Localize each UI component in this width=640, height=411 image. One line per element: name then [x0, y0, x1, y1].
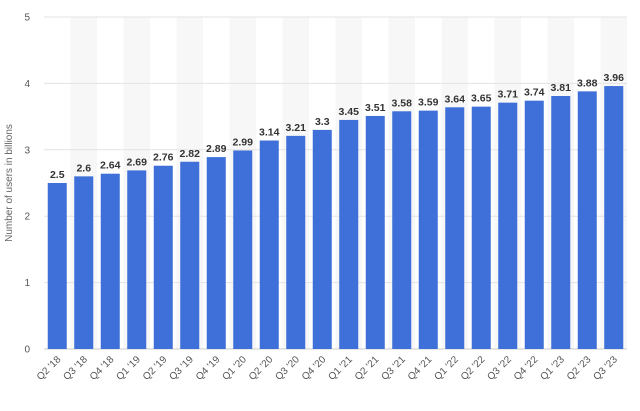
data-label: 2.89 — [206, 143, 227, 155]
data-label: 3.65 — [471, 93, 492, 105]
x-tick-label: Q4 '19 — [194, 354, 223, 383]
bar — [74, 176, 94, 349]
data-label: 3.74 — [524, 87, 545, 99]
data-label: 3.21 — [286, 122, 307, 134]
data-label: 3.51 — [365, 102, 386, 114]
bar — [233, 150, 253, 349]
x-tick-label: Q3 '21 — [379, 354, 408, 383]
data-label: 3.59 — [418, 97, 439, 109]
data-label: 2.69 — [127, 156, 148, 168]
x-tick-label: Q2 '18 — [35, 354, 64, 383]
y-axis-ticks: 0 1 2 3 4 5 — [24, 13, 30, 356]
x-tick-label: Q3 '19 — [167, 354, 196, 383]
x-tick-label: Q2 '19 — [141, 354, 170, 383]
data-label: 3.88 — [577, 77, 598, 89]
data-label: 2.82 — [180, 148, 201, 160]
x-tick-label: Q1 '23 — [538, 354, 567, 383]
x-tick-label: Q3 '20 — [273, 354, 302, 383]
x-tick-label: Q1 '19 — [114, 354, 143, 383]
bar — [47, 183, 67, 349]
bar — [153, 165, 173, 349]
x-tick-label: Q4 '20 — [300, 354, 329, 383]
bar — [524, 100, 544, 349]
y-tick-label: 4 — [24, 79, 30, 90]
x-tick-label: Q2 '22 — [459, 354, 488, 383]
bar — [206, 157, 226, 349]
bar — [365, 115, 385, 349]
bar — [445, 107, 465, 349]
data-label: 3.45 — [339, 106, 360, 118]
y-tick-label: 2 — [24, 212, 30, 223]
data-label: 2.64 — [100, 160, 121, 172]
data-label: 3.64 — [445, 93, 466, 105]
bar — [418, 110, 438, 350]
y-tick-label: 1 — [24, 278, 30, 289]
y-tick-label: 5 — [24, 13, 30, 24]
bar — [127, 170, 147, 349]
x-tick-label: Q3 '23 — [591, 354, 620, 383]
data-label: 3.58 — [392, 97, 413, 109]
x-tick-label: Q3 '18 — [61, 354, 90, 383]
data-label: 2.99 — [233, 136, 254, 148]
data-labels: 2.5 2.6 2.64 2.69 2.76 2.82 2.89 2.99 3.14 3.21 3.… — [50, 72, 624, 181]
x-tick-label: Q1 '22 — [432, 354, 461, 383]
data-label: 2.5 — [50, 169, 65, 181]
data-label: 2.6 — [76, 162, 91, 174]
data-label: 2.76 — [153, 152, 174, 164]
x-tick-label: Q4 '22 — [512, 354, 541, 383]
bar — [312, 129, 332, 349]
x-tick-label: Q2 '23 — [565, 354, 594, 383]
x-tick-label: Q2 '21 — [353, 354, 382, 383]
x-tick-label: Q3 '22 — [485, 354, 514, 383]
bar — [471, 106, 491, 349]
bar — [551, 96, 571, 350]
data-label: 3.96 — [604, 72, 625, 84]
bar — [339, 119, 359, 349]
data-label: 3.3 — [315, 116, 330, 128]
x-tick-label: Q1 '21 — [326, 354, 355, 383]
data-label: 3.14 — [259, 127, 280, 139]
bar — [286, 135, 306, 349]
bar — [259, 140, 279, 349]
x-tick-label: Q4 '21 — [406, 354, 435, 383]
bar — [100, 173, 120, 349]
y-tick-label: 0 — [24, 345, 30, 356]
y-axis-label: Number of users in billions — [4, 124, 15, 242]
data-label: 3.81 — [551, 82, 572, 94]
bar — [604, 86, 624, 349]
bar — [392, 111, 412, 350]
data-label: 3.71 — [498, 89, 519, 101]
bar — [498, 102, 518, 349]
bar — [180, 161, 200, 349]
x-tick-label: Q1 '20 — [220, 354, 249, 383]
x-tick-label: Q2 '20 — [247, 354, 276, 383]
y-tick-label: 3 — [24, 145, 30, 156]
bars — [47, 86, 624, 350]
x-tick-label: Q4 '18 — [88, 354, 117, 383]
bar — [577, 91, 597, 350]
